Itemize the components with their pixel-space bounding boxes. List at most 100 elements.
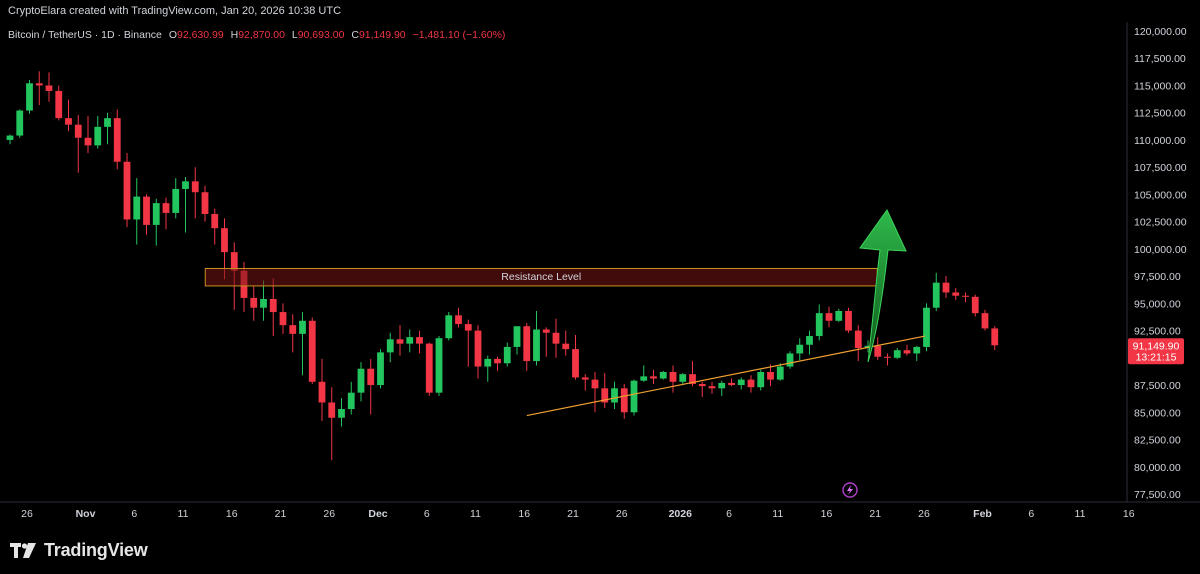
candle-body [84,137,92,146]
high-value: 92,870.00 [238,29,285,41]
time-tick-label: Feb [973,508,992,520]
open-label: O [168,29,177,41]
candle [806,330,813,355]
price-tick-label: 120,000.00 [1134,26,1187,38]
time-tick-label: 26 [616,508,628,520]
candle [416,330,423,354]
candle [659,370,667,380]
candle [650,369,657,384]
high-label: H [230,29,239,41]
candle-body [6,135,14,140]
candle-body [377,352,384,386]
candle [776,363,784,381]
candle [981,309,989,331]
candle [620,383,628,419]
candle [757,369,765,391]
candle [630,379,638,416]
candle [845,307,852,333]
candle-body [591,379,599,389]
candle [932,272,940,311]
candle [318,358,326,422]
time-axis[interactable]: 26 Nov 6 11 16 21 26 Dec 6 11 16 21 26 2026 6 11 16 21 26 F… [21,508,1135,520]
price-tick-label: 107,500.00 [1134,162,1187,174]
candle-body [104,118,111,127]
candle-body [406,337,414,344]
candle-body [611,388,618,403]
candle-body [815,313,823,337]
candle-body [386,339,394,353]
projection-arrow-icon[interactable] [859,209,907,363]
candle-body [455,315,462,325]
candle [201,185,209,222]
candle-body [35,83,43,86]
lightning-icon[interactable] [842,482,858,498]
time-tick-label: Nov [76,508,96,520]
ohlc-legend: Bitcoin / TetherUS · 1D · Binance O92,63… [8,29,505,41]
price-tick-label: 80,000.00 [1134,462,1181,474]
candle-body [74,124,82,138]
open-value: 92,630.99 [176,29,224,41]
top-bar: CryptoElara created with TradingView.com… [0,0,1200,22]
candle-body [445,315,453,339]
candle [669,365,677,393]
tradingview-logo[interactable]: TradingView [10,540,148,561]
time-tick-label: 11 [1075,508,1086,520]
candle [572,334,579,380]
symbol-title[interactable]: Bitcoin / TetherUS · 1D · Binance [8,29,162,41]
candle [494,356,501,371]
candle-body [143,196,150,225]
candle [562,330,570,356]
candle-body [260,298,267,308]
candle [825,306,833,328]
candle-body [474,330,482,367]
countdown-timer: 13:21:15 [1136,351,1177,363]
candle-body [230,252,238,271]
candle-body [913,346,921,354]
candle-body [971,296,979,314]
candle-body [494,358,501,364]
price-axis[interactable]: 120,000.00 117,500.00 115,000.00 112,500.00… [1134,26,1187,501]
candle [601,373,609,408]
candle-body [601,388,609,403]
candle [182,176,189,233]
candle [942,276,950,298]
candle-body [698,383,706,387]
time-tick-label: 16 [518,508,530,520]
candle [962,292,969,303]
candle [74,114,82,173]
candle [884,353,891,366]
candle-body [854,330,862,349]
candle [523,322,531,371]
candle [211,208,219,245]
candle-body [503,346,511,364]
candle [533,310,540,366]
change-value: −1,481.10 (−1.60%) [412,29,506,41]
candlestick-chart[interactable]: Resistance Level 120,000.00 117,500.00 115… [0,0,1200,526]
price-tick-label: 115,000.00 [1134,80,1186,92]
candle-body [689,374,696,384]
candle-body [162,203,170,213]
low-value: 90,693.00 [297,29,345,41]
candle-body [708,386,716,389]
candle-body [26,83,33,111]
candle-body [191,181,199,193]
time-tick-label: 26 [323,508,335,520]
candle-body [728,382,735,386]
candle [65,99,72,132]
price-tick-label: 97,500.00 [1134,271,1181,283]
price-tick-label: 77,500.00 [1134,489,1181,501]
candle-body [464,324,472,331]
candle [152,198,160,246]
candle [113,109,121,170]
price-tick-label: 85,000.00 [1134,407,1181,419]
price-tick-label: 112,500.00 [1134,108,1186,120]
candles-layer [6,71,999,461]
support-trendline[interactable] [526,335,926,417]
candle [386,332,394,363]
candle [815,304,823,341]
candle-body [513,326,521,347]
candle-body [718,382,726,389]
candle-body [45,85,53,91]
candle [513,326,521,355]
candle-body [396,339,404,344]
